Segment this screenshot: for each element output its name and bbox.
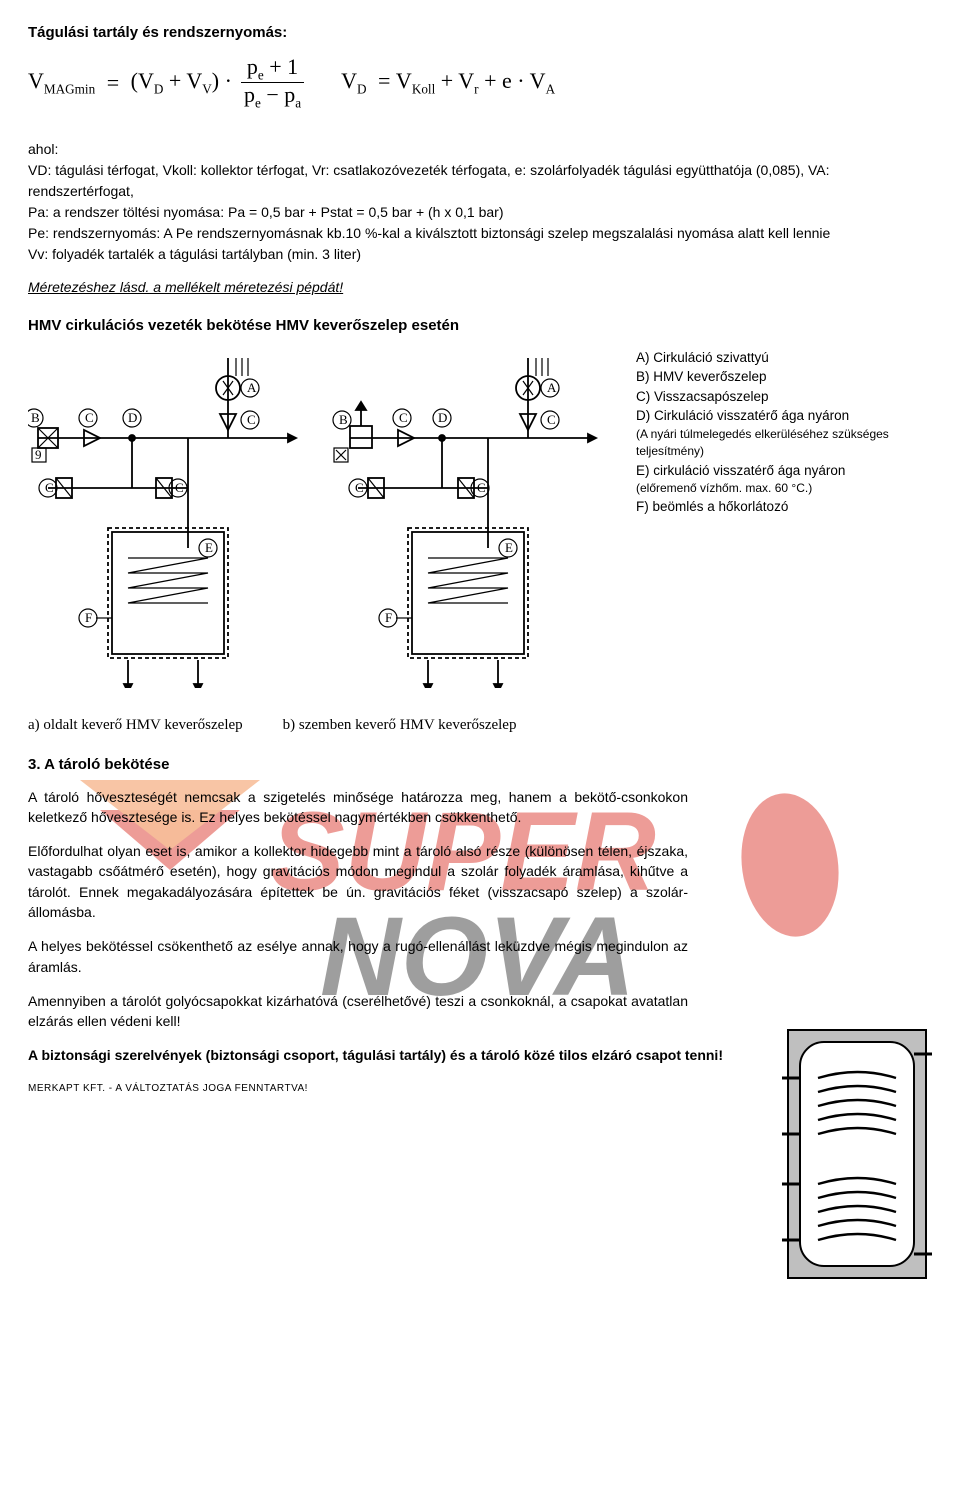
svg-text:A: A xyxy=(247,380,257,395)
svg-text:D: D xyxy=(438,410,447,425)
svg-text:9: 9 xyxy=(35,447,42,462)
caption-b: b) szemben keverő HMV keverőszelep xyxy=(283,717,517,734)
svg-text:D: D xyxy=(128,410,137,425)
where-ahol: ahol: xyxy=(28,139,932,160)
where-block: ahol: VD: tágulási térfogat, Vkoll: koll… xyxy=(28,139,932,265)
para-4: Amennyiben a tárolót golyócsapokkat kizá… xyxy=(28,991,688,1032)
schematic-a: A C B 9 C D C xyxy=(28,348,308,691)
sizing-note: Méretezéshez lásd. a mellékelt méretezés… xyxy=(28,279,932,295)
captions-row: a) oldalt keverő HMV keverőszelep b) sze… xyxy=(28,717,932,734)
where-l4: Vv: folyadék tartalék a tágulási tartály… xyxy=(28,244,932,265)
legend-e: E) cirkuláció visszatérő ága nyáron xyxy=(636,461,932,481)
where-l3: Pe: rendszernyomás: A Pe rendszernyomásn… xyxy=(28,223,932,244)
svg-text:C: C xyxy=(175,480,184,495)
legend-f: F) beömlés a hőkorlátozó xyxy=(636,497,932,517)
formula-block: VMAGmin = (VD + VV) · pe + 1 pe − pa VD … xyxy=(28,55,932,111)
svg-text:B: B xyxy=(339,412,348,427)
legend-b: B) HMV keverőszelep xyxy=(636,367,932,387)
svg-text:F: F xyxy=(385,610,392,625)
para-5-warning: A biztonsági szerelvények (biztonsági cs… xyxy=(28,1045,908,1065)
para-2: Előfordulhat olyan eset is, amikor a kol… xyxy=(28,841,688,922)
svg-text:C: C xyxy=(247,412,256,427)
svg-text:C: C xyxy=(85,410,94,425)
tank-illustration xyxy=(782,1024,932,1284)
legend-a: A) Cirkuláció szivattyú xyxy=(636,348,932,368)
svg-text:E: E xyxy=(205,540,213,555)
para-1: A tároló hőveszteségét nemcsak a szigete… xyxy=(28,787,688,828)
formula-vmagmin: VMAGmin = (VD + VV) · pe + 1 pe − pa xyxy=(28,55,307,111)
legend-c: C) Visszacsapószelep xyxy=(636,387,932,407)
footer: MERKAPT KFT. - A VÁLTOZTATÁS JOGA FENNTA… xyxy=(28,1083,308,1094)
legend-e-note: (előremenő vízhőm. max. 60 °C.) xyxy=(636,480,932,497)
svg-text:C: C xyxy=(355,480,364,495)
schematic-b: A C B C D C C E F xyxy=(328,348,608,691)
caption-a: a) oldalt keverő HMV keverőszelep xyxy=(28,717,243,734)
svg-text:B: B xyxy=(31,410,40,425)
formula-vd: VD = VKoll + Vr + e · VA xyxy=(341,68,555,97)
svg-text:C: C xyxy=(477,480,486,495)
hmv-heading: HMV cirkulációs vezeték bekötése HMV kev… xyxy=(28,317,932,334)
section3-heading: 3. A tároló bekötése xyxy=(28,756,932,773)
legend-d-note: (A nyári túlmelegedés elkerüléséhez szük… xyxy=(636,426,932,461)
svg-text:C: C xyxy=(45,480,54,495)
svg-text:A: A xyxy=(547,380,557,395)
svg-text:C: C xyxy=(547,412,556,427)
where-l1: VD: tágulási térfogat, Vkoll: kollektor … xyxy=(28,160,932,202)
svg-text:C: C xyxy=(399,410,408,425)
where-l2: Pa: a rendszer töltési nyomása: Pa = 0,5… xyxy=(28,202,932,223)
svg-text:E: E xyxy=(505,540,513,555)
legend-d: D) Cirkuláció visszatérő ága nyáron xyxy=(636,406,932,426)
para-3: A helyes bekötéssel csökenthető az esély… xyxy=(28,936,688,977)
svg-text:F: F xyxy=(85,610,92,625)
diagram-row: A C B 9 C D C xyxy=(28,348,932,691)
page-title: Tágulási tartály és rendszernyomás: xyxy=(28,24,932,41)
legend: A) Cirkuláció szivattyú B) HMV keverősze… xyxy=(628,348,932,518)
